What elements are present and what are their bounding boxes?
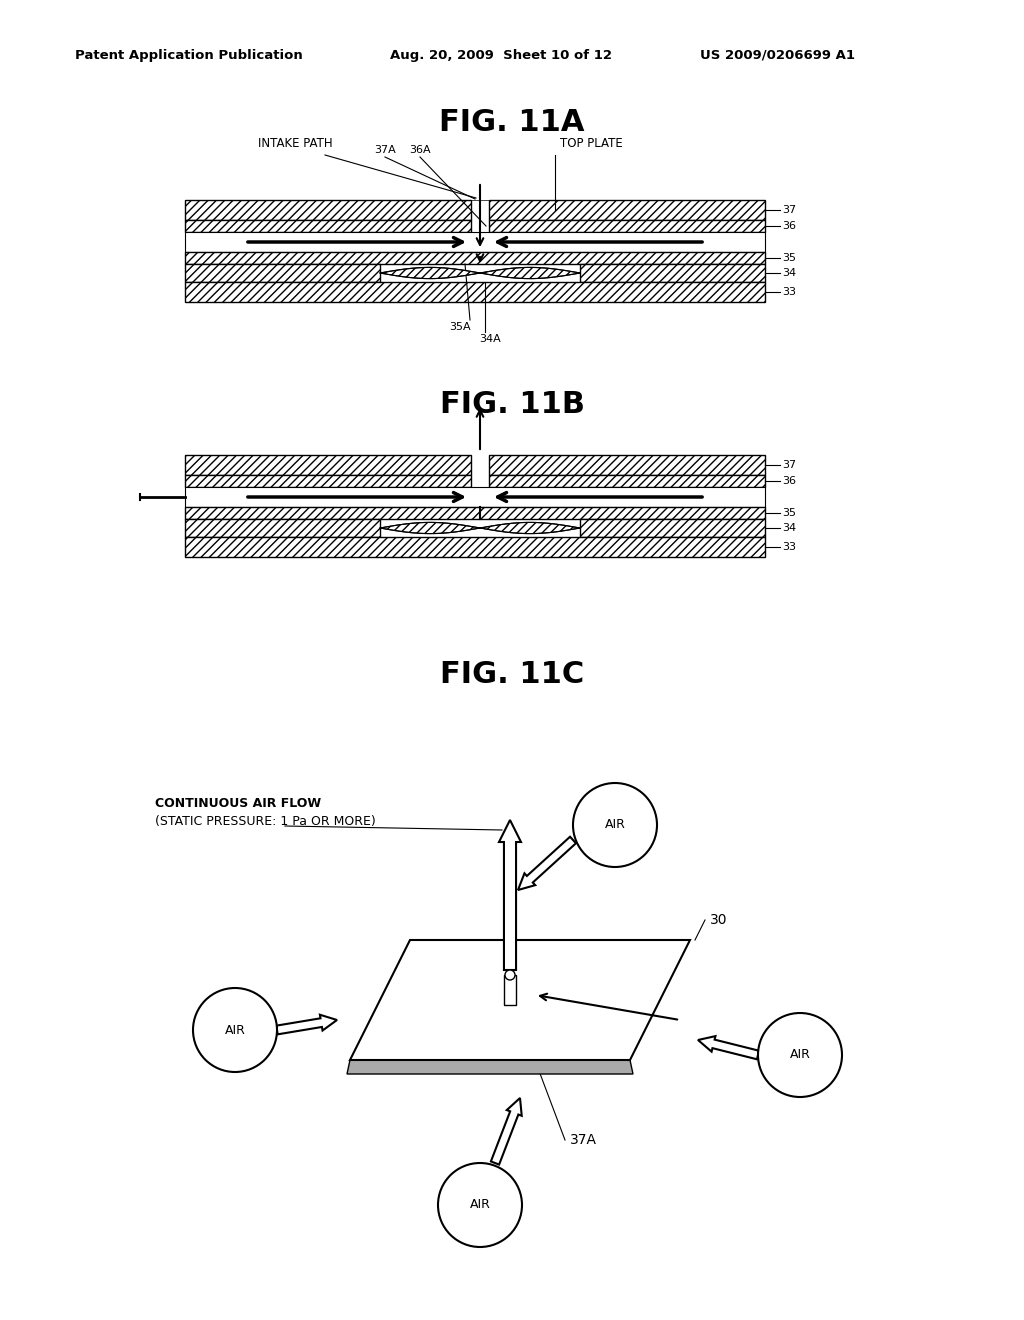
Text: AIR: AIR	[604, 818, 626, 832]
Bar	[185, 507, 765, 519]
Bar	[580, 264, 765, 282]
Circle shape	[438, 1163, 522, 1247]
Bar	[185, 537, 765, 557]
Text: Aug. 20, 2009  Sheet 10 of 12: Aug. 20, 2009 Sheet 10 of 12	[390, 49, 612, 62]
Text: FIG. 11A: FIG. 11A	[439, 108, 585, 137]
Polygon shape	[380, 523, 580, 533]
Bar	[185, 282, 765, 302]
Bar	[504, 975, 516, 1005]
Text: 36: 36	[782, 477, 796, 486]
Text: (STATIC PRESSURE: 1 Pa OR MORE): (STATIC PRESSURE: 1 Pa OR MORE)	[155, 814, 376, 828]
Text: INTAKE PATH: INTAKE PATH	[258, 137, 333, 150]
Text: 36A: 36A	[410, 145, 431, 154]
Text: Patent Application Publication: Patent Application Publication	[75, 49, 303, 62]
Bar	[185, 232, 765, 252]
Text: 34: 34	[782, 268, 796, 279]
Bar	[489, 475, 765, 487]
Circle shape	[758, 1012, 842, 1097]
Bar	[185, 220, 471, 232]
Text: AIR: AIR	[790, 1048, 810, 1061]
Text: AIR: AIR	[470, 1199, 490, 1212]
Text: 34A: 34A	[479, 334, 501, 345]
Bar	[580, 519, 765, 537]
Bar	[185, 487, 765, 507]
Text: FIG. 11C: FIG. 11C	[440, 660, 584, 689]
Circle shape	[573, 783, 657, 867]
Text: 36: 36	[782, 220, 796, 231]
Text: 37: 37	[782, 205, 796, 215]
Polygon shape	[499, 820, 521, 970]
Text: AIR: AIR	[224, 1023, 246, 1036]
Circle shape	[505, 970, 515, 979]
Bar	[185, 455, 471, 475]
Bar	[185, 201, 471, 220]
Bar	[185, 475, 471, 487]
Bar	[185, 252, 765, 264]
Text: US 2009/0206699 A1: US 2009/0206699 A1	[700, 49, 855, 62]
Bar	[185, 519, 380, 537]
Polygon shape	[518, 837, 575, 890]
Bar	[489, 220, 765, 232]
Polygon shape	[350, 940, 690, 1060]
Text: 33: 33	[782, 286, 796, 297]
Text: 33: 33	[782, 543, 796, 552]
Polygon shape	[347, 1060, 633, 1074]
Text: 35: 35	[782, 508, 796, 517]
Bar	[489, 201, 765, 220]
Polygon shape	[698, 1036, 759, 1059]
Text: 37A: 37A	[570, 1133, 597, 1147]
Text: 37: 37	[782, 459, 796, 470]
Bar	[489, 455, 765, 475]
Text: 37A: 37A	[374, 145, 396, 154]
Text: TOP PLATE: TOP PLATE	[560, 137, 623, 150]
Polygon shape	[380, 268, 580, 279]
Text: 34: 34	[782, 523, 796, 533]
Polygon shape	[276, 1015, 337, 1035]
Text: FIG. 11B: FIG. 11B	[439, 389, 585, 418]
Text: 35: 35	[782, 253, 796, 263]
Polygon shape	[490, 1098, 521, 1164]
Bar	[185, 264, 380, 282]
Text: 30: 30	[710, 913, 727, 927]
Text: CONTINUOUS AIR FLOW: CONTINUOUS AIR FLOW	[155, 797, 322, 810]
Circle shape	[193, 987, 278, 1072]
Text: 35A: 35A	[450, 322, 471, 333]
